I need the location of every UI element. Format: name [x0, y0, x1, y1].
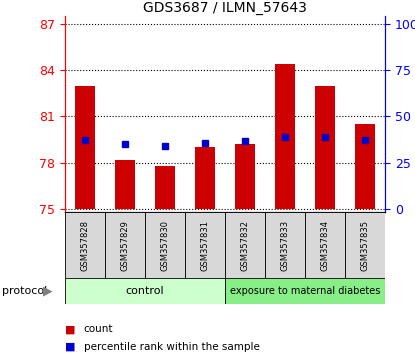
- Title: GDS3687 / ILMN_57643: GDS3687 / ILMN_57643: [143, 1, 307, 15]
- Text: count: count: [84, 324, 113, 334]
- Text: control: control: [126, 286, 164, 296]
- Bar: [155, 166, 175, 209]
- FancyBboxPatch shape: [225, 212, 265, 278]
- FancyBboxPatch shape: [305, 212, 345, 278]
- Text: GSM357828: GSM357828: [81, 219, 90, 271]
- FancyBboxPatch shape: [145, 212, 185, 278]
- Bar: [115, 160, 135, 209]
- Text: ■: ■: [65, 342, 76, 352]
- FancyBboxPatch shape: [265, 212, 305, 278]
- Text: GSM357834: GSM357834: [321, 219, 330, 271]
- FancyBboxPatch shape: [105, 212, 145, 278]
- FancyBboxPatch shape: [65, 212, 105, 278]
- Text: percentile rank within the sample: percentile rank within the sample: [84, 342, 260, 352]
- FancyBboxPatch shape: [345, 212, 385, 278]
- Text: exposure to maternal diabetes: exposure to maternal diabetes: [230, 286, 380, 296]
- Bar: [315, 86, 335, 209]
- Text: GSM357829: GSM357829: [121, 220, 129, 270]
- FancyBboxPatch shape: [185, 212, 225, 278]
- FancyBboxPatch shape: [225, 278, 385, 304]
- Text: GSM357830: GSM357830: [161, 219, 170, 271]
- Text: protocol: protocol: [2, 286, 47, 296]
- Bar: [355, 124, 375, 209]
- Text: GSM357831: GSM357831: [200, 219, 210, 271]
- Text: ■: ■: [65, 324, 76, 334]
- Bar: [75, 86, 95, 209]
- FancyBboxPatch shape: [65, 278, 225, 304]
- Text: GSM357835: GSM357835: [361, 219, 370, 271]
- Text: GSM357833: GSM357833: [281, 219, 290, 271]
- Bar: [275, 64, 295, 209]
- Bar: [235, 144, 255, 209]
- Text: ▶: ▶: [43, 285, 53, 298]
- Text: GSM357832: GSM357832: [241, 219, 250, 271]
- Bar: [195, 147, 215, 209]
